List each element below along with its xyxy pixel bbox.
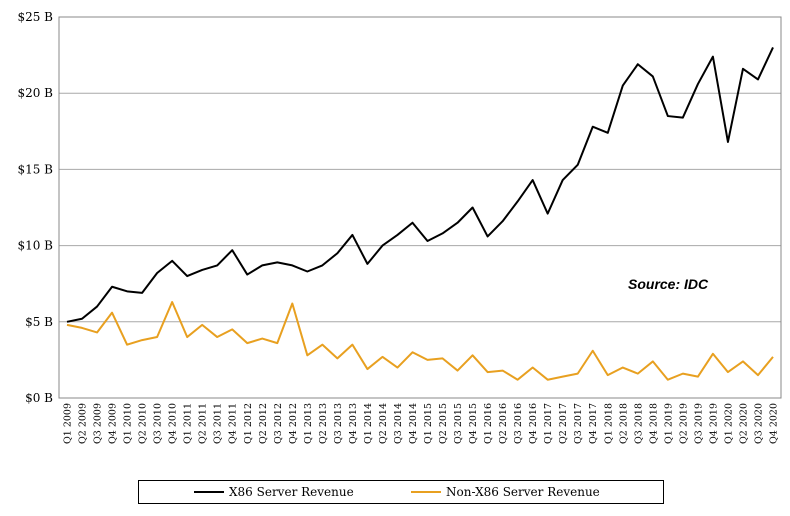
y-tick-label: $5 B [25, 315, 53, 329]
y-tick-label: $20 B [17, 86, 53, 100]
x-tick-label: Q2 2013 [318, 403, 329, 444]
gridlines [59, 92, 781, 323]
x-tick-label: Q4 2011 [228, 403, 239, 444]
x-tick-label: Q1 2020 [723, 403, 734, 444]
x-tick-label: Q2 2018 [618, 403, 629, 444]
series-lines [66, 47, 774, 381]
x-tick-label: Q2 2011 [198, 403, 209, 444]
source-note: Source: IDC [628, 276, 709, 292]
x-tick-label: Q2 2010 [138, 403, 149, 444]
legend: X86 Server Revenue Non-X86 Server Revenu… [138, 480, 664, 504]
x-tick-label: Q4 2017 [588, 403, 599, 444]
series-line-non-x86 [66, 300, 774, 381]
x-tick-label: Q1 2013 [303, 403, 314, 444]
x-tick-label: Q4 2019 [708, 403, 719, 444]
x-tick-label: Q3 2016 [513, 403, 524, 444]
x-tick-label: Q3 2015 [453, 403, 464, 444]
x-tick-label: Q2 2017 [558, 403, 569, 444]
x-tick-label: Q1 2018 [603, 403, 614, 444]
x-tick-label: Q3 2013 [333, 403, 344, 444]
y-tick-label: $10 B [17, 239, 53, 253]
x-tick-label: Q2 2019 [678, 403, 689, 444]
legend-item-non-x86: Non-X86 Server Revenue [411, 485, 600, 499]
x-tick-label: Q1 2012 [243, 403, 254, 444]
x-tick-label: Q3 2012 [273, 403, 284, 444]
x-tick-label: Q1 2016 [483, 403, 494, 444]
x-tick-label: Q3 2014 [393, 403, 404, 444]
plot-area-frame [58, 16, 782, 399]
x-tick-label: Q3 2017 [573, 403, 584, 444]
x-tick-label: Q2 2012 [258, 403, 269, 444]
x-axis-ticks: Q1 2009 Q2 2009 Q3 2009 Q4 2009 Q1 2010 Q2 20… [63, 403, 780, 444]
x-tick-label: Q4 2014 [408, 403, 419, 444]
x-tick-label: Q2 2020 [738, 403, 749, 444]
x-tick-label: Q1 2014 [363, 403, 374, 444]
x-tick-label: Q2 2016 [498, 403, 509, 444]
x-tick-label: Q3 2009 [93, 403, 104, 444]
x-tick-label: Q3 2020 [753, 403, 764, 444]
x-tick-label: Q4 2020 [769, 403, 780, 444]
x-tick-label: Q4 2015 [468, 403, 479, 444]
x-tick-label: Q2 2014 [378, 403, 389, 444]
y-axis-ticks: $0 B $5 B $10 B $15 B $20 B $25 B [17, 10, 53, 405]
x-tick-label: Q3 2010 [153, 403, 164, 444]
x-tick-label: Q1 2009 [63, 403, 74, 444]
series-line-x86 [66, 47, 774, 323]
x-tick-label: Q2 2015 [438, 403, 449, 444]
x-tick-label: Q4 2009 [108, 403, 119, 444]
legend-swatch-non-x86 [411, 491, 441, 493]
legend-label-x86: X86 Server Revenue [229, 485, 354, 499]
y-tick-label: $0 B [25, 391, 53, 405]
x-tick-label: Q1 2019 [663, 403, 674, 444]
legend-label-non-x86: Non-X86 Server Revenue [446, 485, 600, 499]
x-tick-label: Q1 2017 [543, 403, 554, 444]
x-tick-label: Q4 2013 [348, 403, 359, 444]
x-tick-label: Q1 2011 [183, 403, 194, 444]
x-tick-label: Q3 2018 [633, 403, 644, 444]
x-tick-label: Q2 2009 [78, 403, 89, 444]
y-tick-label: $25 B [17, 10, 53, 24]
x-tick-label: Q4 2010 [168, 403, 179, 444]
x-tick-label: Q3 2011 [213, 403, 224, 444]
y-tick-label: $15 B [17, 162, 53, 176]
x-tick-label: Q3 2019 [693, 403, 704, 444]
x-tick-label: Q4 2018 [648, 403, 659, 444]
x-tick-label: Q4 2016 [528, 403, 539, 444]
legend-swatch-x86 [194, 491, 224, 493]
legend-item-x86: X86 Server Revenue [194, 485, 354, 499]
x-tick-label: Q1 2015 [423, 403, 434, 444]
x-tick-label: Q1 2010 [123, 403, 134, 444]
x-tick-label: Q4 2012 [288, 403, 299, 444]
